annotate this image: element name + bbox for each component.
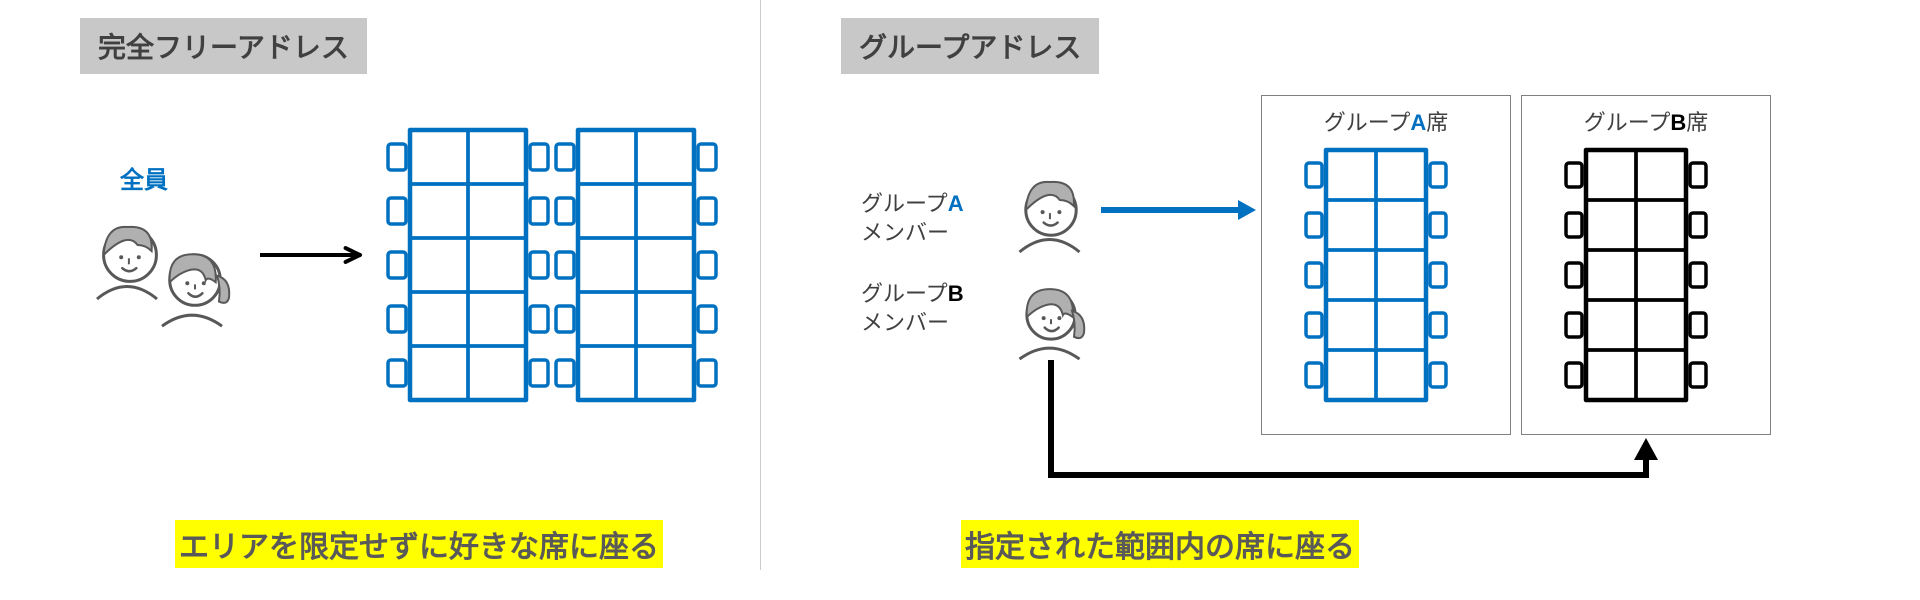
desk-cluster-left [388, 130, 716, 400]
person-male-icon [97, 227, 157, 299]
person-female-icon [1020, 289, 1085, 359]
scene-right [761, 0, 1920, 600]
person-male-icon [1020, 182, 1080, 252]
caption-group-address: 指定された範囲内の席に座る [961, 520, 1359, 568]
arrow-icon [260, 248, 360, 262]
person-female-icon [162, 254, 229, 326]
arrow-blue-icon [1101, 200, 1256, 220]
desk-cluster-a [1306, 150, 1446, 400]
desk-cluster-b [1566, 150, 1706, 400]
panel-free-address: 完全フリーアドレス 全員 エリアを限定せずに好きな席に座る [0, 0, 760, 600]
scene-left [0, 0, 760, 600]
caption-free-address: エリアを限定せずに好きな席に座る [175, 520, 663, 568]
panel-group-address: グループアドレス グループAメンバー グループBメンバー グループA席 グループ… [761, 0, 1920, 600]
